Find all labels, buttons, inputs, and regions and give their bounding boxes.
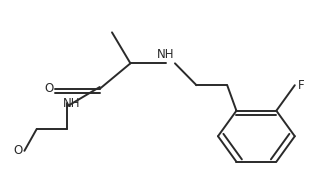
Text: NH: NH — [157, 48, 175, 61]
Text: NH: NH — [63, 97, 81, 110]
Text: O: O — [14, 144, 23, 157]
Text: F: F — [298, 79, 304, 92]
Text: O: O — [44, 82, 54, 95]
